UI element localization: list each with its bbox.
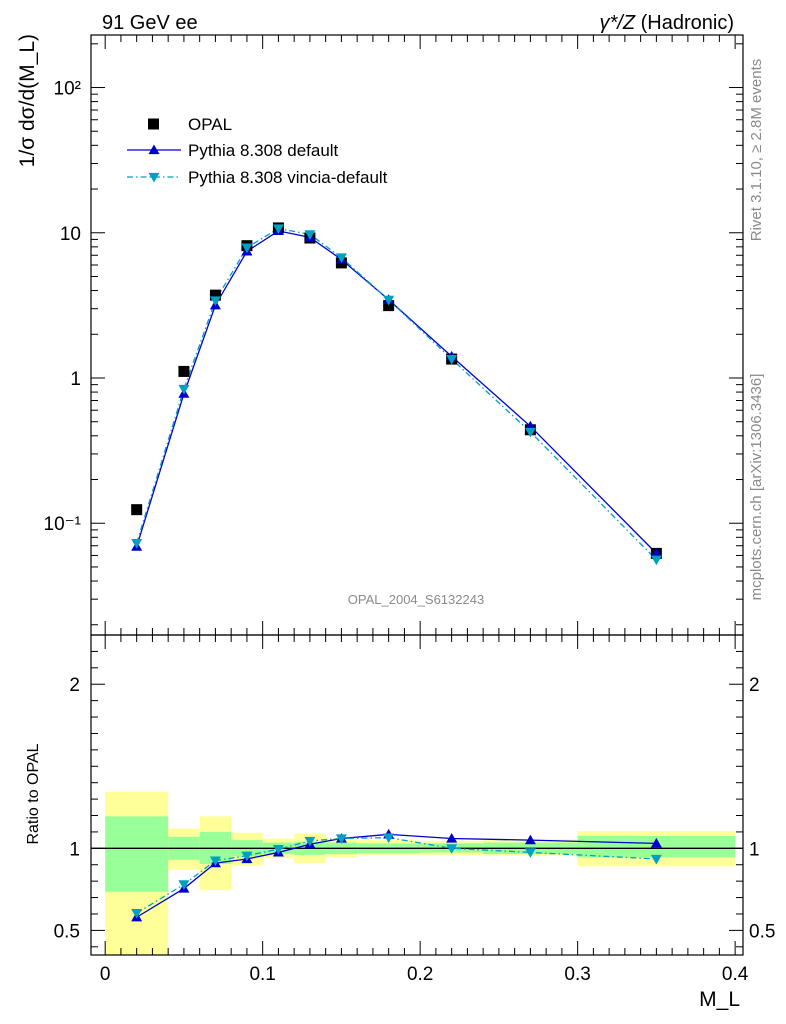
ratio-vincia-point [178, 880, 190, 890]
legend-marker [148, 144, 160, 155]
main-y-tick-label: 1 [70, 369, 81, 390]
ratio-y-tick-label-left: 0.5 [54, 921, 80, 942]
ratio-y-tick-label-left: 2 [69, 675, 80, 696]
legend-label: Pythia 8.308 default [188, 141, 339, 160]
ratio-default-point [650, 837, 662, 848]
ratio-y-tick-label-left: 1 [69, 839, 80, 860]
vincia-point [650, 555, 662, 566]
vincia-point [178, 384, 190, 395]
ratio-vincia-point [272, 845, 284, 855]
main-y-tick-label: 10 [60, 224, 81, 245]
ratio-vincia-point [524, 848, 536, 858]
ratio-vincia-point [304, 836, 316, 847]
axes-frames: 0 0.1 0.2 0.3 0.4 10⁻¹ 1 10 10² 0.5 0.5 1 1 2 2 [44, 34, 775, 985]
ratio-y-tick-label-right: 2 [749, 675, 760, 696]
vincia-point [272, 224, 284, 235]
main-line-1 [136, 230, 657, 554]
legend-label: Pythia 8.308 vincia-default [188, 168, 388, 187]
ratio-vincia-point [335, 834, 347, 844]
x-tick-label: 0.2 [407, 964, 433, 985]
vincia-point [241, 243, 253, 254]
vincia-point [524, 427, 536, 438]
vincia-point [335, 253, 347, 264]
ratio-frame [90, 634, 744, 956]
vincia-point [383, 295, 395, 306]
x-tick-label: 0.3 [564, 964, 590, 985]
header-right-prefix: γ*/Z [600, 12, 636, 34]
vincia-point [131, 538, 143, 549]
vincia-point [446, 354, 458, 365]
rivet-label: Rivet 3.1.10, ≥ 2.8M events [748, 59, 765, 242]
x-axis-title: M_L [699, 988, 740, 1011]
ratio-vincia-point [446, 844, 458, 854]
ratio-vincia-point [131, 909, 143, 919]
ratio-vincia-point [650, 854, 662, 865]
header-right-suffix: (Hadronic) [635, 12, 734, 34]
vincia-point [209, 296, 221, 306]
main-y-axis-title: 1/σ dσ/d(M_L) [16, 34, 39, 167]
main-series-layer [131, 222, 662, 566]
main-y-tick-label: 10⁻¹ [44, 514, 82, 535]
header-right: γ*/Z (Hadronic) [600, 12, 734, 34]
ratio-y-tick-label-right: 0.5 [749, 921, 775, 942]
main-y-tick-label: 10² [54, 79, 81, 100]
ratio-y-axis-title: Ratio to OPAL [25, 743, 42, 844]
legend-label: OPAL [188, 115, 232, 134]
legend-marker [148, 172, 160, 183]
ratio-default-point [524, 834, 536, 845]
x-tick-label: 0.4 [722, 964, 749, 985]
opal-point [383, 300, 395, 312]
legend: OPAL Pythia 8.308 default Pythia 8.308 vin… [127, 115, 388, 187]
opal-point [131, 504, 143, 516]
mcplots-label: mcplots.cern.ch [arXiv:1306.3436] [748, 374, 765, 601]
x-tick-label: 0 [100, 964, 111, 985]
ratio-y-tick-label-right: 1 [749, 839, 760, 860]
header-left: 91 GeV ee [102, 12, 198, 34]
ratio-vincia-point [209, 856, 221, 867]
default-point [650, 547, 662, 558]
ratio-default-point [446, 832, 458, 843]
ratio-vincia-point [241, 851, 253, 862]
ratio-series-layer [131, 828, 662, 922]
x-tick-label: 0.1 [249, 964, 275, 985]
opal-point [209, 289, 221, 301]
inner-band-0 [105, 816, 169, 892]
analysis-id-label: OPAL_2004_S6132243 [348, 592, 484, 607]
ratio-vincia-point [383, 833, 395, 844]
vincia-point [304, 230, 316, 240]
opal-point [178, 365, 190, 377]
ratio-uncertainty-bands [91, 791, 743, 955]
main-line-2 [136, 227, 657, 561]
legend-marker-opal [148, 118, 159, 130]
